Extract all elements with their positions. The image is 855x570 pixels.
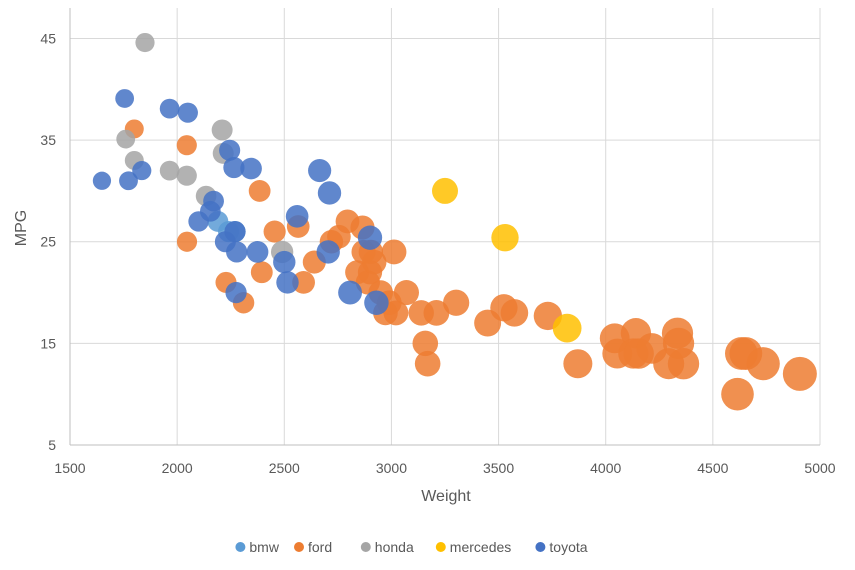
toyota-point — [246, 241, 269, 263]
toyota-point — [316, 240, 340, 264]
x-tick-label: 3500 — [483, 460, 514, 476]
honda-point — [135, 32, 155, 53]
legend-swatch — [435, 542, 446, 552]
ford-point — [263, 220, 286, 243]
ford-point — [412, 330, 439, 357]
data-points — [92, 32, 817, 411]
series-mercedes — [432, 177, 582, 343]
toyota-point — [357, 225, 383, 250]
series-ford — [124, 119, 817, 411]
legend-label: toyota — [549, 539, 587, 555]
ford-point — [362, 249, 387, 275]
toyota-point — [226, 241, 248, 263]
legend-label: bmw — [249, 539, 279, 555]
y-tick-label: 45 — [40, 30, 56, 46]
honda-point — [159, 160, 180, 181]
legend-swatch — [294, 542, 304, 552]
ford-point — [292, 270, 315, 294]
legend-swatch — [360, 542, 371, 552]
x-tick-label: 4000 — [590, 460, 621, 476]
toyota-point — [223, 156, 245, 179]
ford-point — [248, 180, 271, 202]
toyota-point — [285, 205, 309, 228]
honda-point — [176, 165, 197, 186]
ford-point — [383, 300, 409, 326]
mercedes-point — [432, 177, 458, 204]
toyota-point — [364, 290, 389, 315]
legend-item-bmw: bmw — [235, 539, 280, 555]
y-tick-label: 35 — [40, 132, 56, 148]
legend-item-mercedes: mercedes — [435, 539, 511, 555]
ford-point — [721, 377, 754, 411]
toyota-point — [308, 159, 332, 183]
ford-point — [667, 347, 700, 380]
toyota-point — [240, 157, 262, 180]
tick-labels: 5 15 25 35 45 1500 2000 2500 3000 3500 4000 4500 500… — [40, 30, 835, 476]
series-toyota — [92, 89, 389, 315]
legend-swatch — [535, 542, 546, 552]
legend-item-toyota: toyota — [535, 539, 588, 555]
honda-point — [116, 129, 136, 149]
ford-point — [393, 279, 419, 306]
legend-item-ford: ford — [294, 539, 332, 555]
toyota-point — [159, 98, 180, 119]
toyota-point — [317, 181, 342, 205]
legend-label: honda — [375, 539, 414, 555]
legend-label: ford — [308, 539, 332, 555]
legend-swatch — [235, 542, 246, 552]
toyota-point — [203, 190, 224, 212]
toyota-point — [132, 161, 152, 181]
y-axis-title: MPG — [13, 210, 30, 246]
ford-point — [746, 347, 780, 381]
ford-point — [443, 289, 470, 316]
toyota-point — [115, 89, 135, 108]
toyota-point — [177, 102, 198, 123]
legend-label: mercedes — [450, 539, 511, 555]
toyota-point — [219, 139, 241, 161]
x-tick-label: 2500 — [269, 460, 300, 476]
ford-point — [563, 349, 593, 379]
ford-point — [423, 299, 450, 326]
mercedes-point — [552, 313, 582, 343]
ford-point — [176, 231, 198, 252]
x-tick-label: 2000 — [162, 460, 193, 476]
x-axis-title: Weight — [421, 488, 471, 505]
mercedes-point — [491, 224, 519, 252]
x-tick-label: 3000 — [376, 460, 407, 476]
ford-point — [782, 356, 817, 391]
x-tick-label: 1500 — [54, 460, 85, 476]
x-tick-label: 5000 — [804, 460, 835, 476]
toyota-point — [338, 280, 362, 305]
y-tick-label: 15 — [40, 335, 56, 351]
axes — [69, 8, 820, 446]
ford-point — [381, 239, 407, 265]
legend: bmw ford honda mercedes toyota — [235, 539, 588, 555]
x-tick-label: 4500 — [697, 460, 728, 476]
toyota-point — [224, 220, 246, 243]
ford-point — [250, 261, 273, 284]
toyota-point — [92, 171, 112, 190]
toyota-point — [119, 171, 138, 191]
toyota-point — [276, 271, 299, 294]
ford-point — [414, 350, 441, 377]
y-tick-label: 5 — [48, 437, 56, 453]
y-tick-label: 25 — [40, 234, 56, 250]
ford-point — [500, 299, 529, 327]
legend-item-honda: honda — [360, 539, 414, 555]
toyota-point — [273, 250, 296, 274]
honda-point — [211, 119, 233, 141]
ford-point — [176, 135, 197, 156]
toyota-point — [225, 281, 247, 304]
